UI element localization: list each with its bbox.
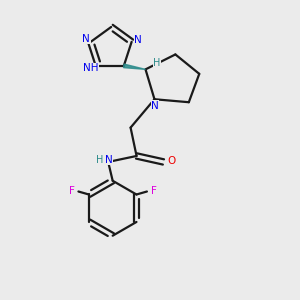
Text: N: N bbox=[82, 34, 90, 44]
Text: F: F bbox=[151, 186, 156, 196]
Polygon shape bbox=[124, 64, 146, 69]
Text: N: N bbox=[134, 35, 142, 45]
Text: O: O bbox=[168, 156, 176, 166]
Text: N: N bbox=[151, 101, 159, 111]
Text: NH: NH bbox=[83, 63, 99, 73]
Text: F: F bbox=[69, 186, 75, 196]
Text: H: H bbox=[153, 58, 161, 68]
Text: N: N bbox=[105, 154, 113, 165]
Text: H: H bbox=[96, 154, 103, 165]
